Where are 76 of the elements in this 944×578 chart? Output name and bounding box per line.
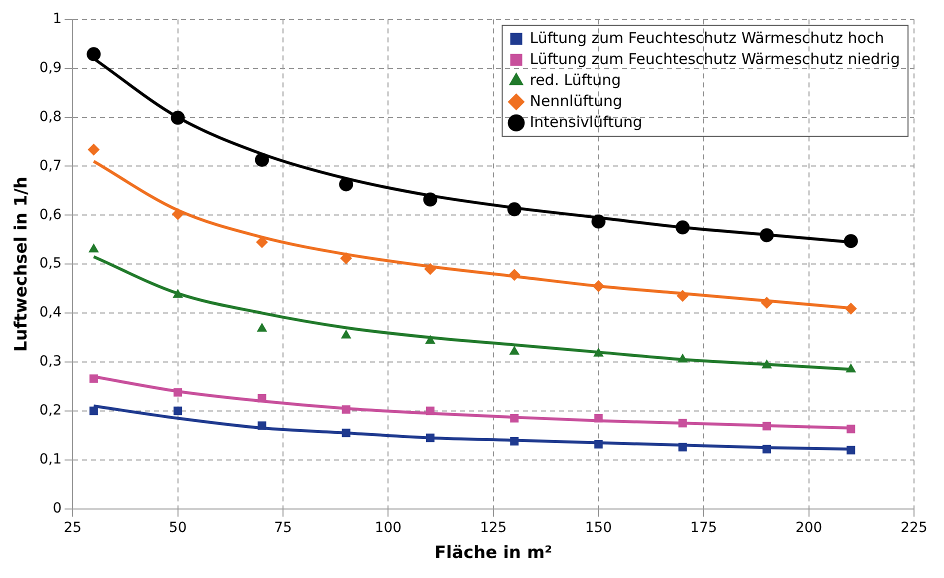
y-tick-label: 0,8 (39, 108, 62, 125)
point (762, 359, 772, 368)
point (508, 268, 520, 281)
legend-label: Lüftung zum Feuchteschutz Wärmeschutz niedrig (530, 50, 900, 68)
point (592, 280, 604, 292)
y-tick-label: 0,5 (39, 256, 62, 272)
point (258, 394, 266, 402)
y-tick-label: 0,6 (39, 206, 62, 223)
point (677, 354, 688, 363)
point (846, 424, 856, 434)
point (86, 47, 101, 62)
x-tick-label: 150 (585, 520, 612, 536)
point (678, 418, 687, 428)
point (594, 440, 603, 448)
x-tick-label: 175 (690, 520, 718, 536)
point (172, 288, 184, 298)
point (846, 363, 856, 372)
y-tick-label: 0,2 (39, 402, 62, 419)
point (174, 388, 182, 397)
point (846, 446, 856, 454)
point (844, 234, 858, 248)
legend-label: Lüftung zum Feuchteschutz Wärmeschutz hoch (530, 28, 884, 47)
point (594, 414, 603, 423)
x-tick-label: 25 (64, 520, 82, 536)
point (174, 406, 182, 416)
legend-label: Intensivlüftung (530, 112, 642, 131)
point (592, 214, 606, 229)
x-tick-label: 50 (168, 520, 187, 536)
y-tick-label: 0,1 (39, 452, 62, 468)
y-tick-label: 0,4 (39, 304, 62, 321)
point (762, 422, 772, 430)
point (340, 252, 352, 264)
point (172, 208, 184, 220)
point (760, 296, 773, 309)
point (342, 405, 350, 414)
y-tick-label: 1 (52, 11, 62, 28)
point (510, 437, 519, 446)
point (170, 110, 185, 125)
point (339, 177, 354, 192)
point (844, 302, 857, 315)
point (426, 406, 434, 416)
x-tick-label: 100 (374, 520, 402, 536)
point (256, 322, 268, 332)
point (676, 290, 689, 302)
y-tick-label: 0,9 (39, 60, 62, 76)
x-axis-title: Fläche in m² (434, 543, 552, 564)
point (89, 374, 98, 383)
point (258, 421, 266, 430)
point (676, 220, 690, 234)
legend-label: Nennlüftung (530, 92, 622, 110)
point (88, 144, 100, 156)
point (254, 152, 269, 167)
point (423, 192, 438, 206)
point (340, 330, 352, 339)
point (760, 228, 774, 242)
x-tick-label: 125 (480, 520, 507, 536)
point (762, 444, 772, 454)
point (89, 406, 98, 416)
point (424, 262, 436, 275)
point (678, 442, 687, 452)
point (426, 434, 434, 442)
point (342, 428, 350, 438)
point (425, 334, 436, 344)
y-axis-title: Luftwechsel in 1/h (12, 176, 32, 352)
point (88, 243, 99, 252)
y-tick-label: 0 (52, 500, 62, 516)
point (509, 346, 520, 355)
point (507, 202, 522, 216)
x-tick-label: 225 (900, 520, 928, 536)
point (593, 348, 604, 357)
legend-label: red. Lüftung (530, 70, 621, 89)
y-tick-label: 0,3 (39, 354, 62, 370)
point (510, 414, 519, 423)
x-tick-label: 75 (274, 520, 292, 536)
y-tick-label: 0,7 (39, 158, 62, 174)
x-tick-label: 200 (795, 520, 822, 536)
